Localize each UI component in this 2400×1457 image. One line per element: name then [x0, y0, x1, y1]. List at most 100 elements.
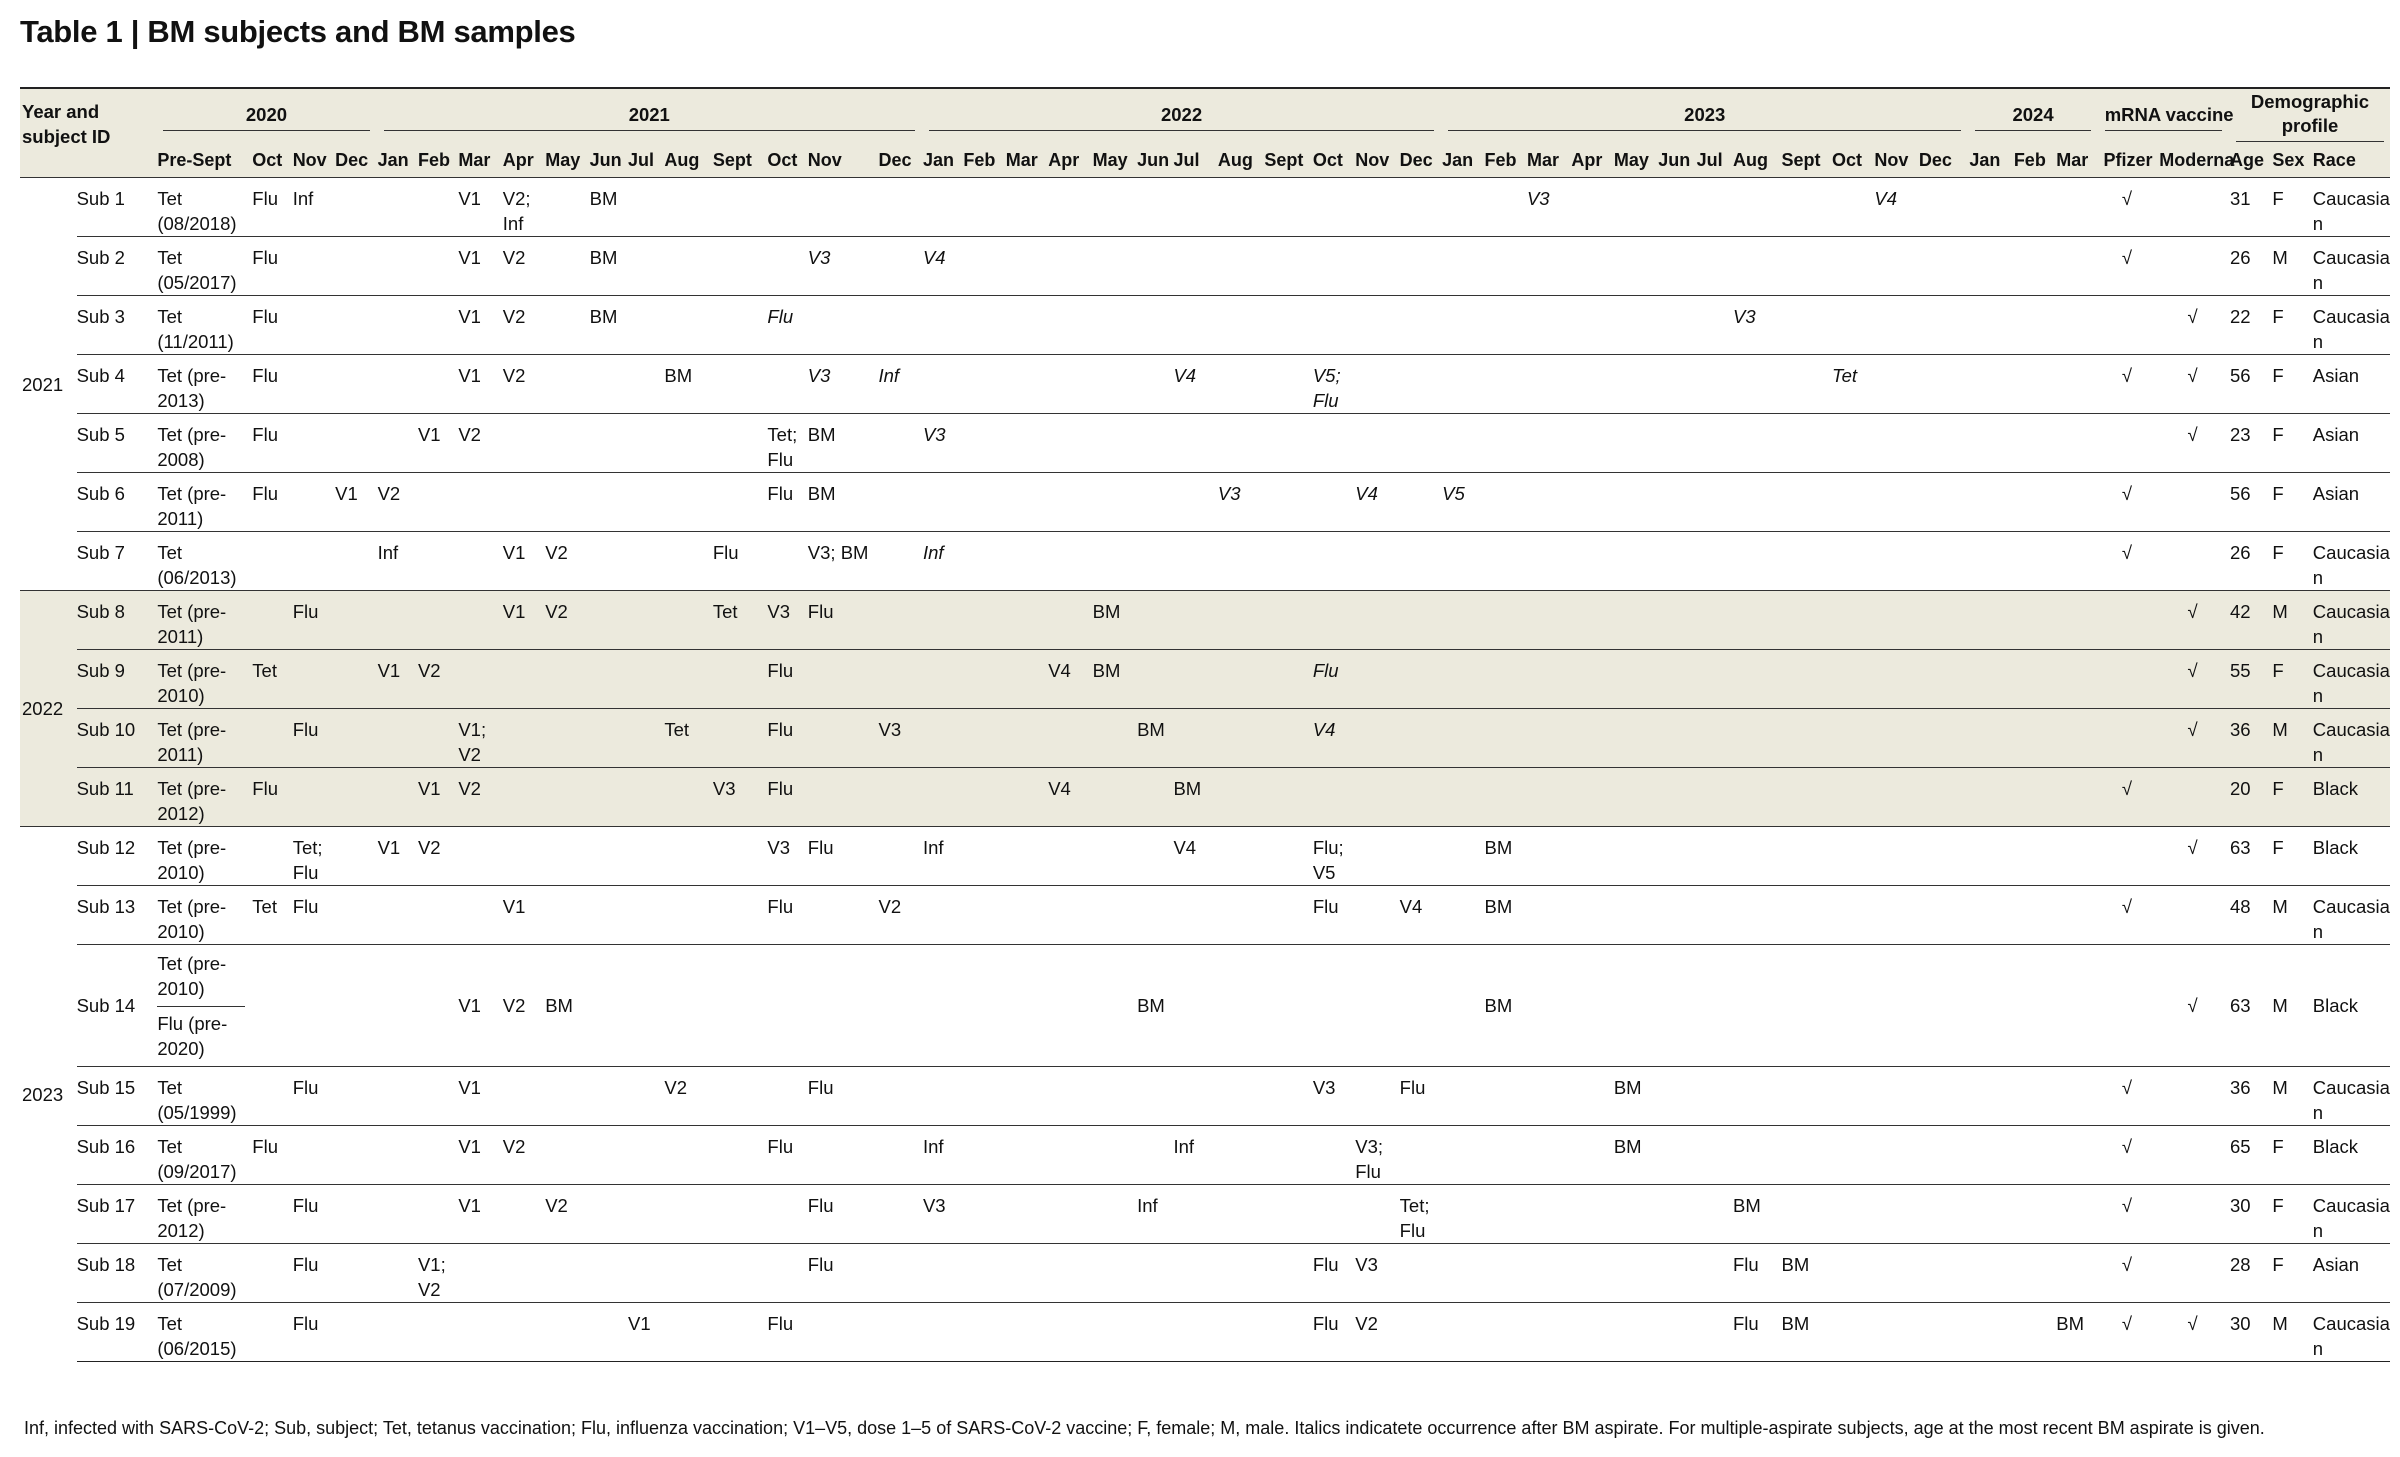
event-cell	[1569, 413, 1612, 473]
header-group-label: 2024	[1975, 102, 2091, 131]
header-col-pfizer: Pfizer	[2096, 143, 2158, 178]
year-group-2023: 2023 Sub 12 Tet (pre-2010) Tet; Flu V1 V2 V3 Fl…	[20, 826, 2390, 1362]
event-cell	[1215, 531, 1263, 591]
header-col-may: May	[1611, 143, 1657, 178]
event-cell	[1482, 177, 1525, 237]
event-cell	[1779, 826, 1830, 886]
event-cell	[1872, 1243, 1917, 1303]
event-cell	[710, 472, 766, 532]
pre-sept-divider	[157, 1006, 246, 1007]
subject-id: Sub 9	[76, 649, 156, 709]
event-entry: V1	[628, 1313, 651, 1334]
race-cell: Caucasian	[2310, 1066, 2390, 1126]
moderna-check	[2157, 1066, 2228, 1126]
age-cell: 42	[2227, 590, 2271, 650]
event-cell: BM	[1779, 1243, 1830, 1303]
event-entry: Tet; Flu	[292, 837, 323, 883]
age-cell: 30	[2227, 1184, 2271, 1244]
event-cell	[1215, 767, 1263, 827]
event-cell	[1262, 885, 1311, 945]
event-cell	[1694, 531, 1731, 591]
event-cell	[2054, 1243, 2097, 1303]
event-entry: BM	[1781, 1254, 1810, 1275]
event-cell	[2011, 1066, 2055, 1126]
event-after-aspirate: V5	[1442, 483, 1465, 504]
age-cell: 22	[2227, 295, 2271, 355]
event-entry: Flu	[807, 837, 834, 858]
event-entry: V3	[767, 837, 791, 858]
event-cell: Flu	[805, 1184, 877, 1244]
event-cell	[333, 236, 376, 296]
event-cell	[876, 236, 921, 296]
event-cell	[456, 826, 501, 886]
event-cell	[1397, 708, 1441, 768]
event-cell: V1	[500, 885, 544, 945]
event-cell: V1	[375, 649, 416, 709]
event-cell	[250, 708, 291, 768]
event-cell	[1215, 885, 1263, 945]
table-row: Sub 17 Tet (pre-2012) Flu V1 V2 Flu V3 Inf Tet; …	[20, 1184, 2390, 1244]
event-cell	[1440, 826, 1483, 886]
event-after-aspirate: V3	[1733, 306, 1756, 327]
event-cell	[2054, 295, 2097, 355]
event-cell	[1524, 885, 1570, 945]
event-entry: V1	[502, 542, 526, 563]
event-cell	[456, 649, 501, 709]
event-cell	[1779, 354, 1830, 414]
sex-cell: M	[2270, 590, 2311, 650]
event-cell	[333, 944, 376, 1067]
event-cell	[1731, 1125, 1780, 1185]
event-cell	[1694, 826, 1731, 886]
event-cell	[920, 885, 962, 945]
event-cell: V4	[1872, 177, 1917, 237]
event-cell	[1397, 1302, 1441, 1362]
event-cell	[662, 295, 711, 355]
event-cell	[1003, 649, 1047, 709]
age-cell: 63	[2227, 944, 2271, 1067]
pre-sept-cell: Tet (pre-2011)	[155, 472, 251, 532]
pfizer-check	[2096, 649, 2158, 709]
event-cell	[2054, 708, 2097, 768]
event-entry: V3; Flu	[1355, 1136, 1384, 1182]
event-cell: V2	[543, 531, 588, 591]
race-cell: Black	[2310, 826, 2390, 886]
event-cell	[2054, 413, 2097, 473]
event-cell	[456, 1243, 501, 1303]
event-cell	[1569, 1302, 1612, 1362]
event-cell: Flu; V5	[1310, 826, 1354, 886]
event-cell	[662, 590, 711, 650]
event-entry: BM	[1733, 1195, 1761, 1216]
race-cell: Caucasian	[2310, 1184, 2390, 1244]
event-cell	[2054, 649, 2097, 709]
event-cell	[1829, 177, 1873, 237]
event-cell: V2	[500, 236, 544, 296]
table-row: Sub 2 Tet (05/2017) Flu V1 V2 BM V3 V4 √ 26 M Cauca…	[20, 236, 2390, 296]
event-cell	[1046, 590, 1091, 650]
event-cell: Flu	[1310, 1302, 1354, 1362]
event-cell	[961, 590, 1004, 650]
event-cell	[375, 708, 416, 768]
event-cell	[1046, 1243, 1091, 1303]
event-cell	[1731, 177, 1780, 237]
event-cell	[1611, 177, 1657, 237]
event-cell	[1916, 708, 1968, 768]
event-cell: BM	[805, 472, 877, 532]
event-cell: Tet; Flu	[290, 826, 334, 886]
event-entry: V2	[458, 778, 481, 799]
event-after-aspirate: V3	[1526, 188, 1550, 209]
event-cell: Flu	[765, 1302, 806, 1362]
subject-id: Sub 5	[76, 413, 156, 473]
pfizer-check: √	[2096, 1125, 2158, 1185]
event-cell	[1171, 885, 1216, 945]
race-cell: Caucasian	[2310, 1302, 2390, 1362]
event-cell	[1135, 885, 1172, 945]
event-cell	[1090, 295, 1136, 355]
header-month-row: Pre-Sept Oct Nov Dec Jan Feb Mar Apr May Jun Jul Au…	[20, 143, 2390, 178]
event-cell	[1310, 590, 1354, 650]
event-cell	[1262, 354, 1311, 414]
event-cell	[543, 236, 588, 296]
event-cell: Flu	[250, 236, 291, 296]
event-cell	[1353, 413, 1398, 473]
event-cell	[662, 413, 711, 473]
event-cell	[1916, 885, 1968, 945]
